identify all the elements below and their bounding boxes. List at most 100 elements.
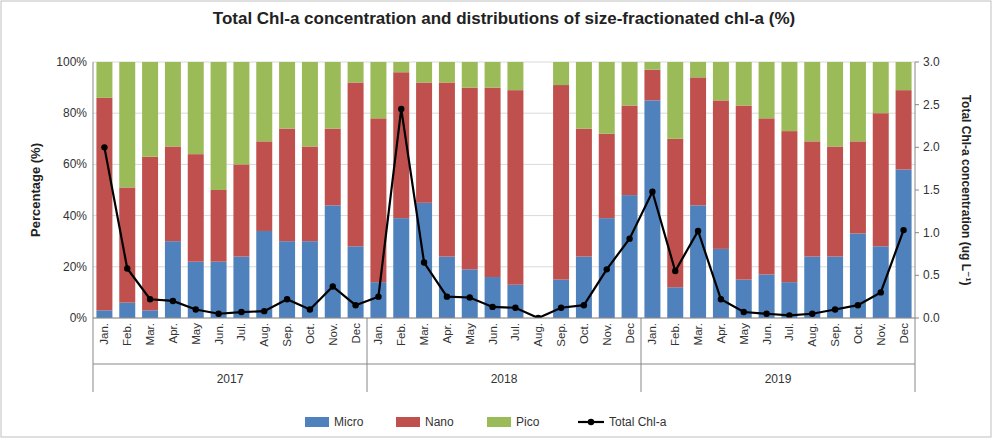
bar — [370, 282, 386, 318]
y2-tick-label: 1.5 — [923, 183, 940, 197]
bar — [325, 62, 341, 129]
legend-label: Micro — [334, 415, 364, 429]
x-tick-label: Nov. — [875, 323, 887, 346]
bar — [462, 269, 478, 318]
bar — [393, 62, 409, 72]
group-label: 2019 — [765, 372, 792, 386]
bar — [713, 62, 729, 100]
group-separator — [915, 318, 916, 392]
bar — [348, 246, 364, 318]
x-tick-label: Jul. — [235, 323, 247, 341]
x-tick-label: Jun. — [761, 323, 773, 345]
y2-tick-label: 2.0 — [923, 140, 940, 154]
bar — [462, 88, 478, 270]
bar — [462, 62, 478, 88]
y-tick-label: 40% — [63, 209, 87, 223]
background — [0, 0, 992, 438]
marker — [604, 266, 610, 272]
x-tick-label: Dec — [350, 323, 362, 344]
title: Total Chl-a concentration and distributi… — [213, 9, 795, 28]
bar — [256, 231, 272, 318]
y-tick-label: 60% — [63, 157, 87, 171]
chart-border — [1, 1, 991, 437]
y-tick-label: 100% — [56, 55, 87, 69]
marker — [375, 293, 381, 299]
bar — [713, 100, 729, 248]
marker — [581, 302, 587, 308]
bar — [850, 62, 866, 141]
marker — [558, 305, 564, 311]
bar — [211, 62, 227, 190]
bar — [96, 62, 112, 98]
bar — [896, 90, 912, 169]
y2-tick-label: 1.0 — [923, 226, 940, 240]
bar — [416, 62, 432, 82]
bar — [599, 62, 615, 134]
bar — [233, 257, 249, 318]
bar — [759, 118, 775, 274]
marker — [741, 309, 747, 315]
bar — [599, 218, 615, 318]
marker — [786, 312, 792, 318]
x-tick-label: Aug. — [532, 323, 544, 347]
y2-tick — [915, 147, 919, 148]
marker — [809, 311, 815, 317]
x-tick-label: Jul. — [509, 323, 521, 341]
y2-tick — [915, 190, 919, 191]
legend: MicroNanoPicoTotal Chl-a — [305, 415, 667, 429]
bar — [165, 146, 181, 241]
y2-tick-label: 0.0 — [923, 311, 940, 325]
bar — [827, 146, 843, 256]
bar — [804, 62, 820, 141]
y2-tick — [915, 62, 919, 63]
bar — [576, 257, 592, 318]
chart: Total Chl-a concentration and distributi… — [0, 0, 992, 438]
group-label: 2017 — [217, 372, 244, 386]
bar — [781, 131, 797, 282]
bar — [188, 154, 204, 262]
bar — [690, 77, 706, 205]
marker — [832, 306, 838, 312]
x-tick-label: Jul. — [783, 323, 795, 341]
marker — [238, 309, 244, 315]
y2-axis — [915, 62, 916, 318]
y-tick-label: 0% — [70, 311, 88, 325]
bar — [781, 62, 797, 131]
y2-tick — [915, 104, 919, 105]
marker — [512, 305, 518, 311]
bar — [211, 262, 227, 318]
x-tick-label: Feb. — [121, 323, 133, 346]
x-tick-label: Apr. — [167, 323, 179, 343]
bar — [439, 62, 455, 82]
x-tick-label: May — [738, 323, 750, 345]
legend-swatch — [487, 417, 511, 427]
bar — [644, 62, 660, 70]
x-tick-label: Jan. — [372, 323, 384, 345]
legend-label: Nano — [425, 415, 454, 429]
bar — [96, 310, 112, 318]
bar — [325, 129, 341, 206]
y-tick-label: 20% — [63, 260, 87, 274]
x-tick-label: Nov. — [327, 323, 339, 346]
y-axis-label: Percentage (%) — [28, 143, 43, 237]
bar — [759, 62, 775, 118]
bar — [485, 88, 501, 277]
y-tick-label: 80% — [63, 106, 87, 120]
bar — [667, 287, 683, 318]
bar — [599, 134, 615, 218]
marker — [193, 306, 199, 312]
bar — [507, 90, 523, 285]
y2-tick — [915, 275, 919, 276]
x-tick-label: Mar. — [418, 323, 430, 345]
line — [104, 109, 903, 318]
legend-swatch — [305, 417, 329, 427]
x-axis — [93, 318, 915, 319]
x-tick-label: Sep. — [555, 323, 567, 347]
x-tick-label: Apr. — [441, 323, 453, 343]
marker — [170, 298, 176, 304]
bar — [576, 129, 592, 257]
x-tick-label: Dec — [624, 323, 636, 344]
bar — [736, 62, 752, 106]
bar — [256, 141, 272, 231]
bar — [325, 205, 341, 318]
